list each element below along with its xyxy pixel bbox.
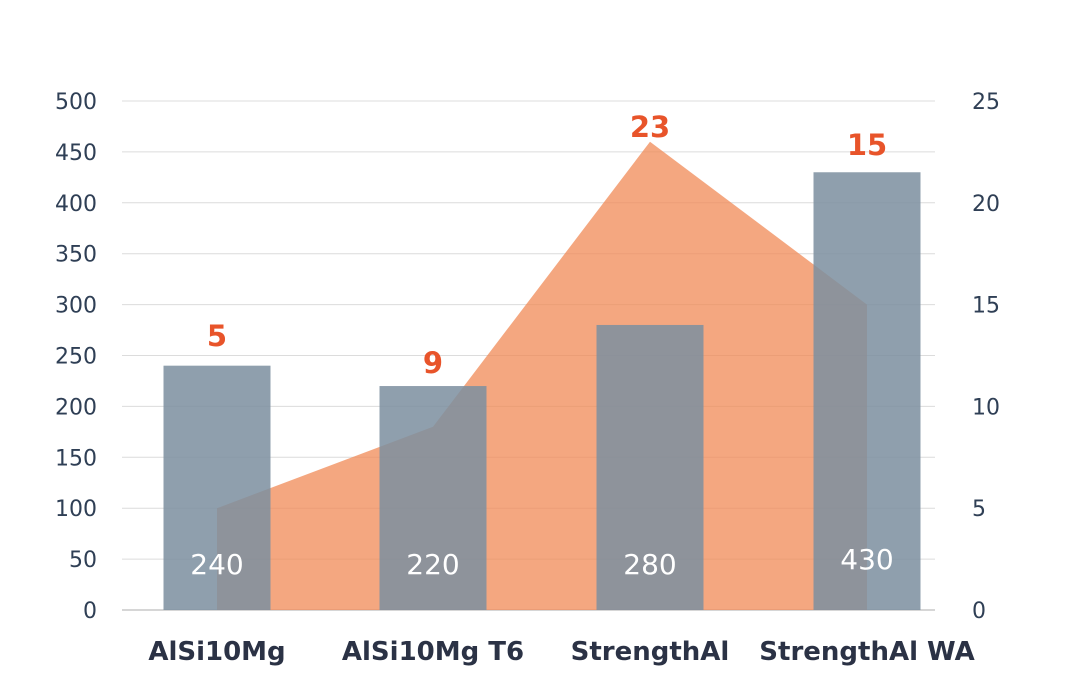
left-axis-tick-label: 250 bbox=[55, 345, 97, 370]
left-axis-tick-label: 350 bbox=[55, 243, 97, 268]
right-axis-tick-label: 10 bbox=[972, 395, 1000, 420]
left-axis-tick-label: 500 bbox=[55, 90, 97, 115]
right-axis-tick-label: 0 bbox=[972, 599, 986, 624]
left-axis-tick-label: 50 bbox=[69, 548, 97, 573]
bar bbox=[379, 386, 487, 610]
data-labels: 240 220 280 430 5 9 23 15 bbox=[190, 110, 893, 581]
left-axis-tick-label: 450 bbox=[55, 141, 97, 166]
left-axis-tick-label: 300 bbox=[55, 294, 97, 319]
bar-series bbox=[163, 172, 921, 610]
category-label: StrengthAl WA bbox=[759, 637, 974, 667]
category-label: StrengthAl bbox=[571, 637, 730, 667]
left-axis-tick-label: 400 bbox=[55, 192, 97, 217]
area-value-label: 9 bbox=[423, 346, 443, 380]
bar-value-label: 280 bbox=[623, 548, 676, 581]
right-axis-tick-label: 5 bbox=[972, 497, 986, 522]
bar bbox=[813, 172, 921, 610]
area-value-label: 23 bbox=[630, 110, 670, 144]
area-value-label: 15 bbox=[847, 128, 887, 162]
bar-value-label: 240 bbox=[190, 548, 243, 581]
right-axis-tick-label: 15 bbox=[972, 294, 1000, 319]
category-axis: AlSi10Mg AlSi10Mg T6 StrengthAl StrengthAl … bbox=[148, 637, 974, 667]
bar bbox=[163, 365, 271, 610]
left-axis: 0 50 100 150 200 250 300 350 400 450 500 bbox=[55, 90, 97, 624]
left-axis-tick-label: 0 bbox=[83, 599, 97, 624]
left-axis-tick-label: 100 bbox=[55, 497, 97, 522]
area-series bbox=[217, 141, 867, 610]
right-axis-tick-label: 20 bbox=[972, 192, 1000, 217]
area-value-label: 5 bbox=[207, 319, 227, 353]
area-series-fill bbox=[217, 141, 867, 610]
left-axis-tick-label: 200 bbox=[55, 395, 97, 420]
bar-value-label: 430 bbox=[840, 543, 893, 576]
category-label: AlSi10Mg T6 bbox=[342, 637, 524, 667]
bar-value-label: 220 bbox=[406, 548, 459, 581]
bar bbox=[596, 324, 704, 610]
right-axis: 0 5 10 15 20 25 bbox=[972, 90, 1000, 624]
left-axis-tick-label: 150 bbox=[55, 446, 97, 471]
right-axis-tick-label: 25 bbox=[972, 90, 1000, 115]
category-label: AlSi10Mg bbox=[148, 637, 285, 667]
